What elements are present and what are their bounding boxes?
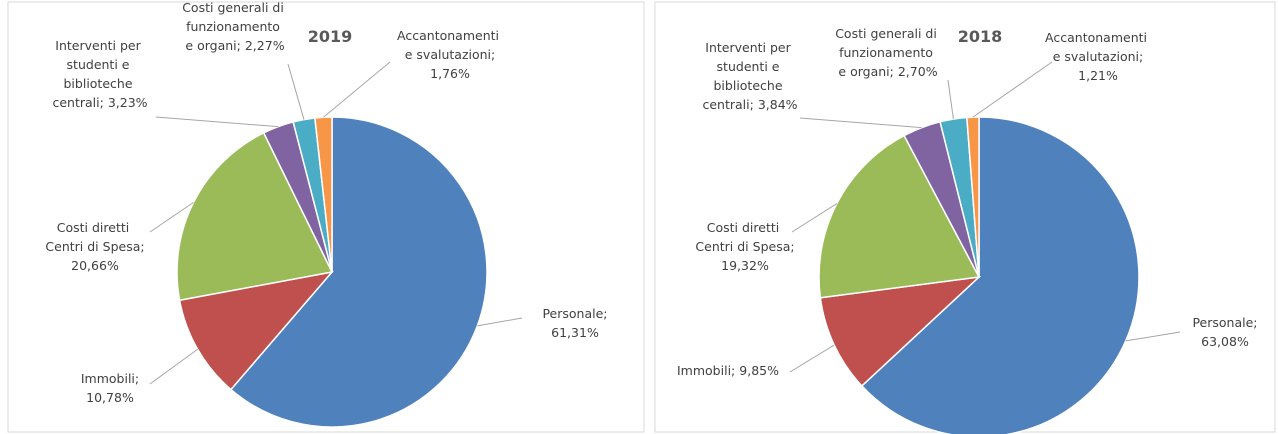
label-line: e svalutazioni; [1053, 49, 1143, 64]
pie-slice [966, 116, 980, 278]
category-label: Immobili; [677, 363, 735, 378]
data-label: Costi diretti Centri di Spesa; 20,66% [45, 220, 144, 273]
label-line: Costi diretti [57, 220, 133, 235]
label-line: Interventi per [55, 38, 144, 53]
value-label: 1,76% [430, 66, 470, 81]
chart-title: 2018 [958, 27, 1003, 46]
category-label: Interventi per studenti e biblioteche ce… [52, 38, 144, 110]
data-label: Costi generali di funzionamento e organi… [835, 26, 941, 79]
category-label: Accantonamenti e svalutazioni; [397, 28, 503, 62]
category-label: Personale; [542, 306, 607, 321]
label-line: Accantonamenti [1045, 30, 1151, 45]
leader-line [947, 79, 954, 120]
pie-slice [229, 116, 488, 428]
value-label: 9,85% [739, 363, 779, 378]
data-label: Immobili; 10,78% [81, 371, 139, 405]
category-label: Personale; [1192, 315, 1257, 330]
label-line: Costi generali di [835, 26, 941, 41]
label-line: biblioteche [714, 78, 787, 93]
data-label: Interventi per studenti e biblioteche ce… [52, 38, 147, 110]
pie-slice [818, 134, 981, 299]
label-line: studenti e [67, 57, 134, 72]
label-line: funzionamento [186, 19, 284, 34]
data-label: Accantonamenti e svalutazioni; 1,76% [397, 28, 503, 81]
leader-line [149, 348, 198, 385]
chart-title: 2019 [308, 27, 353, 46]
category-label: Interventi per studenti e biblioteche ce… [702, 40, 794, 112]
label-line: e organi; [185, 38, 240, 53]
value-label: 3,23% [108, 95, 148, 110]
label-line: centrali; [52, 95, 103, 110]
pie-slice [178, 270, 334, 391]
label-line: Immobili; [677, 363, 735, 378]
data-label: Costi diretti Centri di Spesa; 19,32% [695, 220, 794, 273]
category-label: Immobili; [81, 371, 139, 386]
value-label: 2,70% [898, 64, 938, 79]
label-line: biblioteche [64, 76, 137, 91]
leader-line [155, 116, 279, 128]
label-line: Personale; [542, 306, 607, 321]
label-line: Centri di Spesa; [695, 239, 794, 254]
data-label: Immobili; 9,85% [677, 363, 779, 378]
label-line: funzionamento [839, 45, 937, 60]
leader-line [799, 117, 922, 129]
leader-line [287, 63, 305, 120]
category-label: Costi generali di funzionamento e organi… [835, 26, 941, 79]
data-label: Personale; 63,08% [1192, 315, 1257, 349]
value-label: 1,21% [1078, 68, 1118, 83]
label-line: Centri di Spesa; [45, 239, 144, 254]
data-label: Costi generali di funzionamento e organi… [182, 0, 288, 53]
data-label: Personale; 61,31% [542, 306, 607, 340]
pie-slice [314, 116, 333, 273]
leader-line [323, 61, 391, 118]
label-line: centrali; [702, 97, 753, 112]
category-label: Costi diretti Centri di Spesa; [695, 220, 794, 254]
leader-line [149, 201, 194, 233]
leader-line [477, 317, 523, 327]
category-label: Costi generali di funzionamento e organi… [182, 0, 288, 53]
pie-slice [860, 116, 1140, 434]
value-label: 19,32% [721, 258, 769, 273]
category-label: Accantonamenti e svalutazioni; [1045, 30, 1151, 64]
value-label: 20,66% [71, 258, 119, 273]
label-line: studenti e [717, 59, 784, 74]
label-line: Accantonamenti [397, 28, 503, 43]
label-line: e svalutazioni; [405, 47, 495, 62]
data-label: Accantonamenti e svalutazioni; 1,21% [1045, 30, 1151, 83]
label-line: e organi; [838, 64, 893, 79]
label-line: Costi diretti [707, 220, 783, 235]
value-label: 3,84% [758, 97, 798, 112]
label-line: Costi generali di [182, 0, 288, 15]
label-line: Personale; [1192, 315, 1257, 330]
leader-line [789, 344, 835, 373]
category-label: Costi diretti Centri di Spesa; [45, 220, 144, 254]
value-label: 2,27% [245, 38, 285, 53]
leader-line [972, 61, 1053, 118]
value-label: 10,78% [86, 390, 134, 405]
value-label: 63,08% [1201, 334, 1249, 349]
value-label: 61,31% [551, 325, 599, 340]
data-label: Interventi per studenti e biblioteche ce… [702, 40, 797, 112]
leader-line [1125, 331, 1181, 342]
label-line: Immobili; [81, 371, 139, 386]
label-line: Interventi per [705, 40, 794, 55]
leader-line [791, 203, 838, 233]
